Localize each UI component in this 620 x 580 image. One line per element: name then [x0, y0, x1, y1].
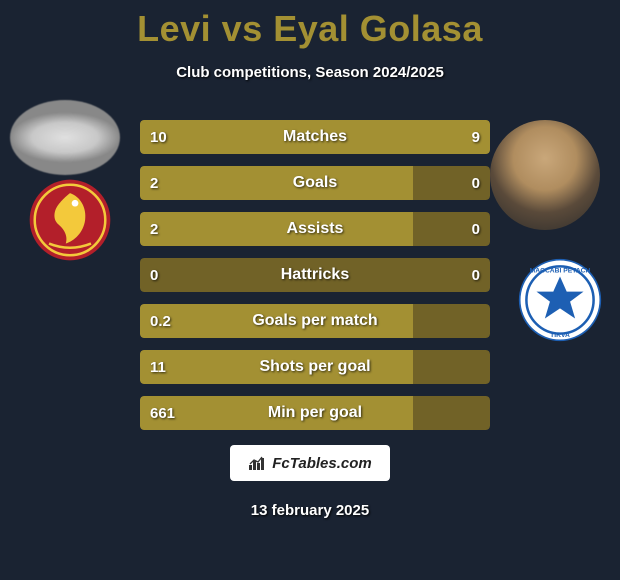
site-name: FcTables.com — [272, 455, 371, 472]
svg-text:TIKVA: TIKVA — [550, 332, 570, 339]
stat-label: Matches — [140, 120, 490, 154]
stat-label: Shots per goal — [140, 350, 490, 384]
stat-row: 20Goals — [140, 166, 490, 200]
subtitle: Club competitions, Season 2024/2025 — [0, 64, 620, 81]
stats-bars: 109Matches 20Goals 20Assists 00Hattricks 0.2… — [140, 120, 490, 442]
date-label: 13 february 2025 — [0, 502, 620, 519]
page-title: Levi vs Eyal Golasa — [0, 0, 620, 50]
stat-row: 11Shots per goal — [140, 350, 490, 384]
crest-right-icon: MACCABI PETACH TIKVA — [518, 258, 602, 342]
stat-row: 0.2Goals per match — [140, 304, 490, 338]
site-badge[interactable]: FcTables.com — [230, 445, 390, 481]
stat-row: 00Hattricks — [140, 258, 490, 292]
crest-left-icon — [28, 178, 112, 262]
stat-label: Goals — [140, 166, 490, 200]
stat-row: 20Assists — [140, 212, 490, 246]
player-right-avatar — [490, 120, 600, 230]
stat-row: 109Matches — [140, 120, 490, 154]
club-crest-left — [28, 178, 112, 262]
stat-label: Assists — [140, 212, 490, 246]
stat-label: Min per goal — [140, 396, 490, 430]
player-left-avatar — [10, 100, 120, 175]
stat-label: Goals per match — [140, 304, 490, 338]
svg-text:MACCABI PETACH: MACCABI PETACH — [530, 267, 591, 274]
club-crest-right: MACCABI PETACH TIKVA — [518, 258, 602, 342]
stat-label: Hattricks — [140, 258, 490, 292]
stat-row: 661Min per goal — [140, 396, 490, 430]
bar-chart-icon — [248, 455, 268, 471]
